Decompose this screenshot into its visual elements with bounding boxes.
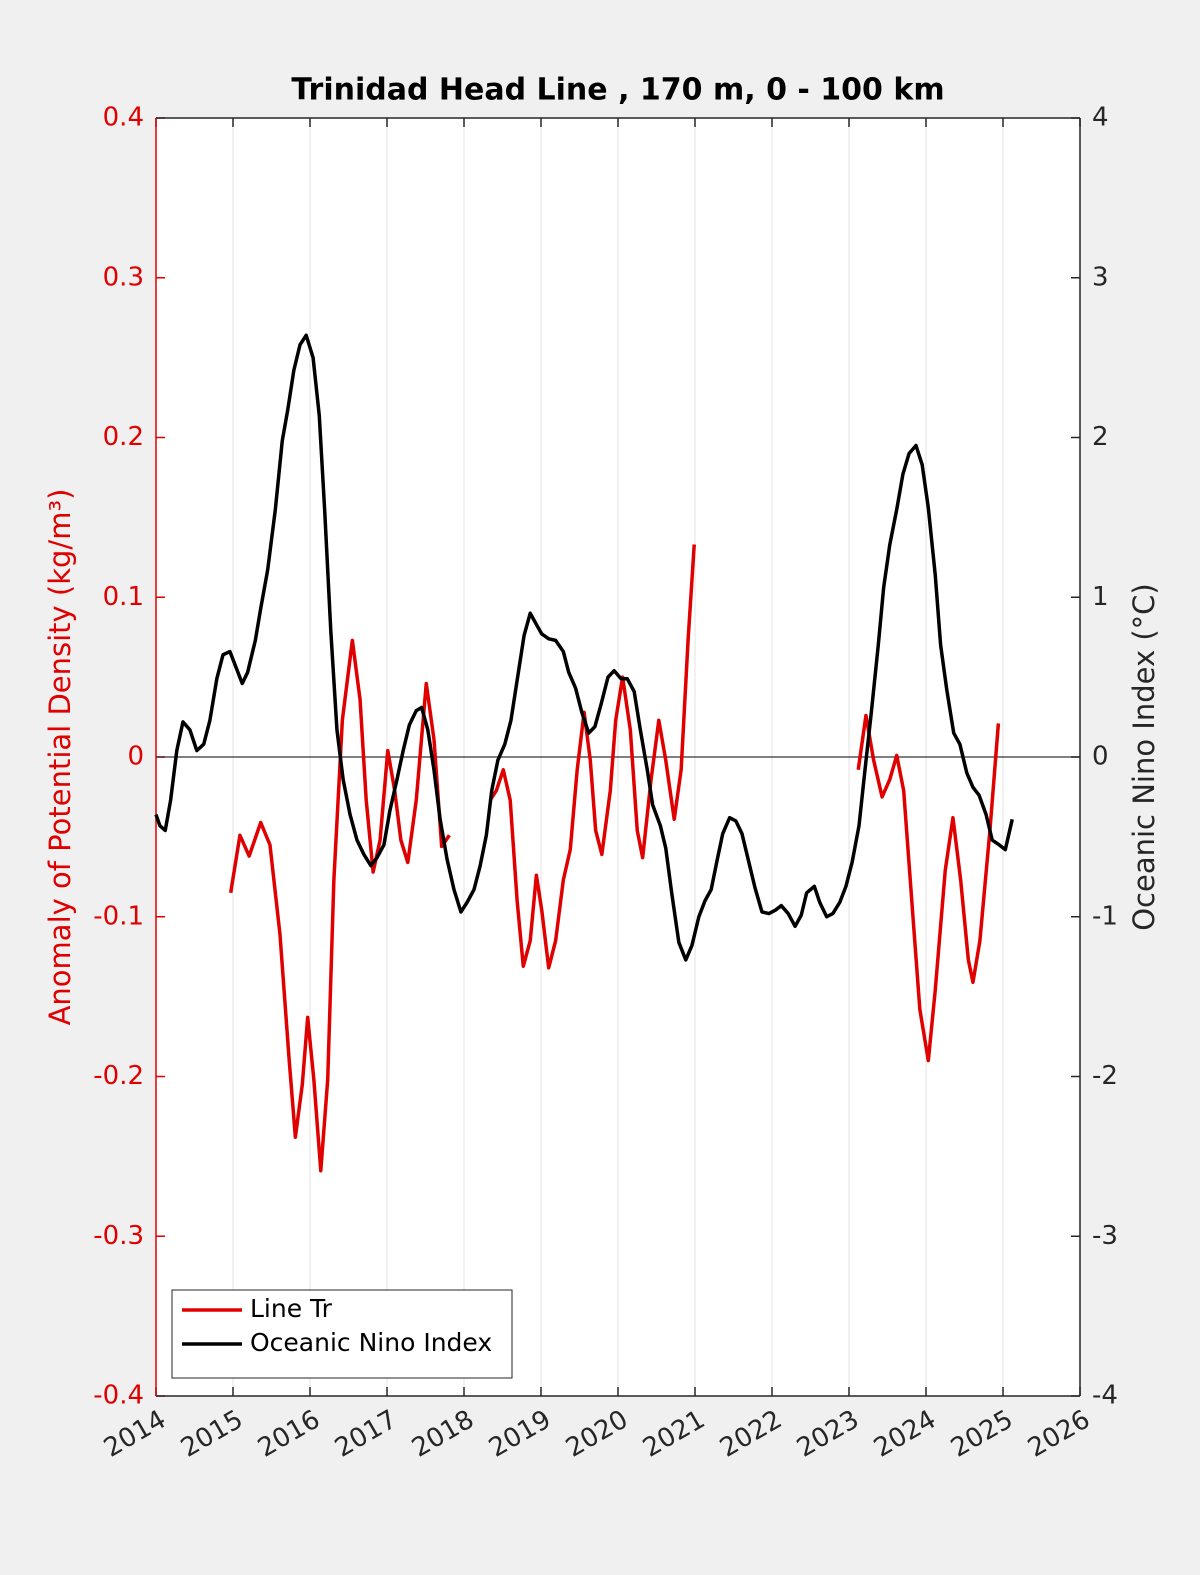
legend-label: Line Tr <box>250 1294 333 1323</box>
y-tick-label: -0.3 <box>93 1221 144 1251</box>
y-tick-label: 0 <box>127 742 144 772</box>
y2-tick-label: -1 <box>1092 901 1118 931</box>
y2-tick-label: 0 <box>1092 742 1109 772</box>
y-tick-label: 0.1 <box>103 582 144 612</box>
y2-tick-label: -2 <box>1092 1061 1118 1091</box>
y2-tick-label: 4 <box>1092 103 1109 133</box>
y-tick-label: 0.2 <box>103 422 144 452</box>
legend-label: Oceanic Nino Index <box>250 1328 492 1357</box>
y-tick-label: -0.4 <box>93 1381 144 1411</box>
y-tick-label: -0.1 <box>93 901 144 931</box>
chart-title: Trinidad Head Line , 170 m, 0 - 100 km <box>291 73 944 108</box>
series-line <box>154 333 1014 962</box>
y2-tick-label: 3 <box>1092 262 1109 292</box>
series-line <box>228 544 1001 1173</box>
y2-tick-label: 1 <box>1092 582 1109 612</box>
y-tick-label: 0.4 <box>103 103 144 133</box>
y2-tick-label: -3 <box>1092 1221 1118 1251</box>
y2-tick-label: 2 <box>1092 422 1109 452</box>
y-tick-label: 0.3 <box>103 262 144 292</box>
legend <box>171 1289 513 1379</box>
y-axis-label: Anomaly of Potential Density (kg/m³) <box>43 489 77 1026</box>
y-tick-label: -0.2 <box>93 1061 144 1091</box>
y2-tick-label: -4 <box>1092 1381 1118 1411</box>
y2-axis-label: Oceanic Nino Index (°C) <box>1127 583 1161 931</box>
